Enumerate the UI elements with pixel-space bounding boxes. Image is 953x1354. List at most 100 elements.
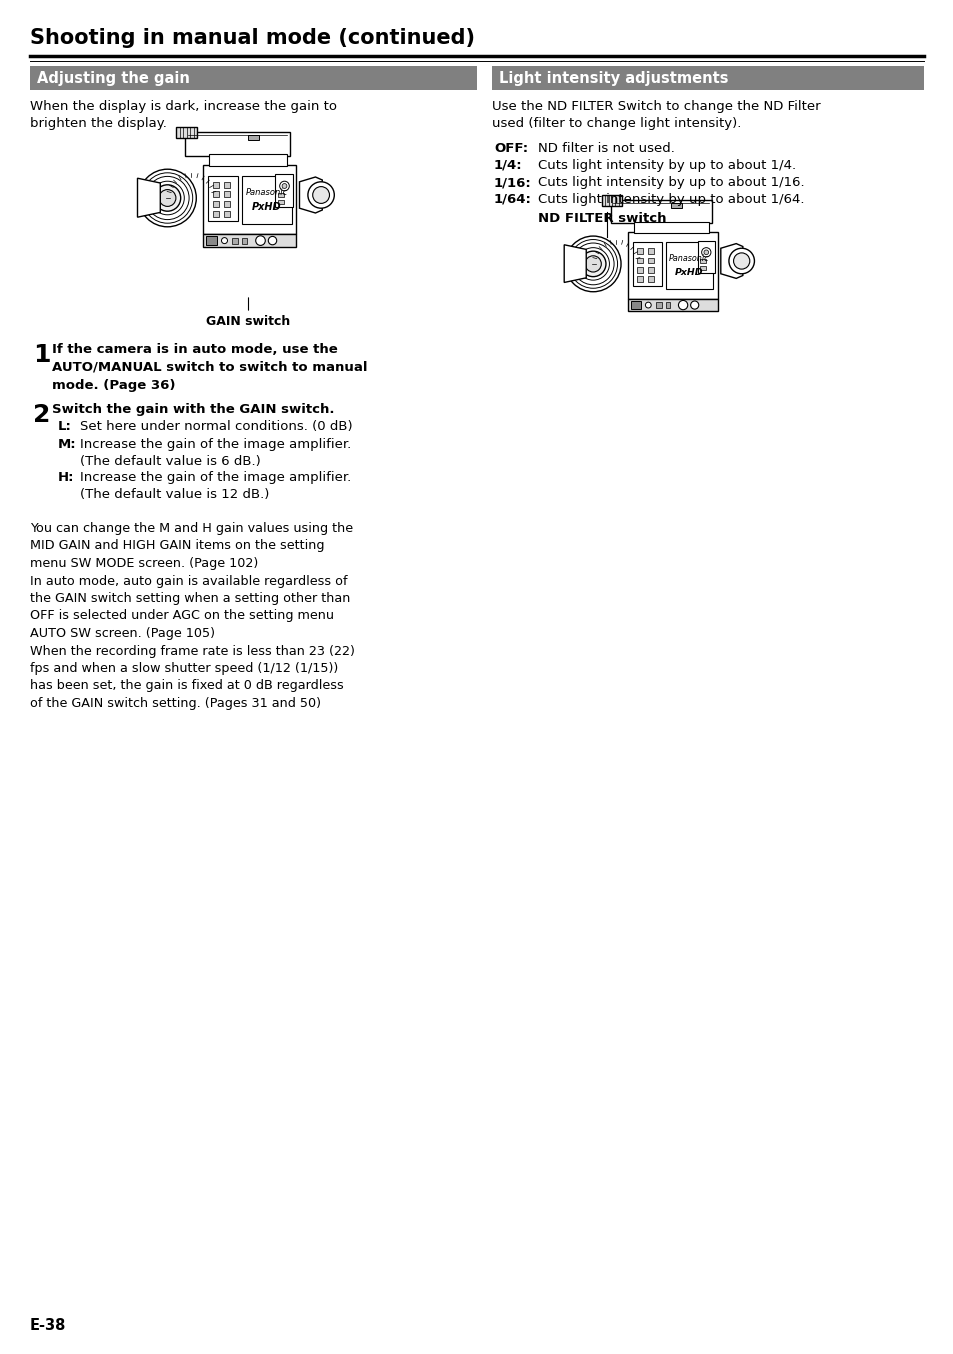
Bar	[213, 191, 219, 198]
Text: Use the ND FILTER Switch to change the ND Filter
used (filter to change light in: Use the ND FILTER Switch to change the N…	[492, 100, 820, 130]
Bar	[601, 195, 621, 206]
Circle shape	[268, 237, 276, 245]
Text: GAIN switch: GAIN switch	[206, 315, 291, 328]
Bar	[637, 267, 642, 272]
Circle shape	[703, 250, 708, 255]
Polygon shape	[137, 179, 160, 217]
Bar	[248, 135, 259, 139]
Text: Cuts light intensity by up to about 1/4.: Cuts light intensity by up to about 1/4.	[537, 158, 796, 172]
Bar	[492, 66, 923, 89]
Circle shape	[678, 301, 687, 310]
Circle shape	[645, 302, 651, 307]
Bar	[242, 176, 292, 223]
Circle shape	[700, 248, 710, 257]
Bar	[213, 200, 219, 207]
Text: E-38: E-38	[30, 1317, 67, 1332]
Circle shape	[142, 173, 193, 223]
Bar	[224, 191, 230, 198]
Text: 1/64:: 1/64:	[494, 194, 532, 206]
Text: Increase the gain of the image amplifier.
(The default value is 6 dB.): Increase the gain of the image amplifier…	[80, 437, 351, 468]
Bar	[655, 302, 661, 307]
Text: 1/16:: 1/16:	[494, 176, 531, 190]
Circle shape	[565, 236, 620, 291]
Circle shape	[690, 301, 698, 309]
Circle shape	[154, 184, 180, 211]
Bar	[697, 241, 714, 272]
Bar	[206, 237, 217, 245]
Text: ND filter is not used.: ND filter is not used.	[537, 142, 674, 154]
Bar	[627, 299, 718, 311]
Bar	[224, 211, 230, 217]
Circle shape	[733, 253, 749, 269]
Circle shape	[282, 184, 287, 188]
Circle shape	[572, 242, 614, 284]
Polygon shape	[563, 245, 586, 283]
Text: Cuts light intensity by up to about 1/16.: Cuts light intensity by up to about 1/16…	[537, 176, 803, 190]
Bar	[275, 175, 294, 207]
Bar	[185, 131, 291, 156]
Bar	[610, 200, 711, 223]
Bar	[224, 200, 230, 207]
Bar	[630, 301, 640, 309]
Bar	[671, 203, 681, 207]
Text: 1: 1	[33, 343, 51, 367]
Text: Set here under normal conditions. (0 dB): Set here under normal conditions. (0 dB)	[80, 420, 353, 433]
Bar	[213, 211, 219, 217]
Text: Adjusting the gain: Adjusting the gain	[37, 72, 190, 87]
Bar	[278, 200, 284, 204]
Text: ND FILTER switch: ND FILTER switch	[537, 213, 666, 225]
Text: You can change the M and H gain values using the
MID GAIN and HIGH GAIN items on: You can change the M and H gain values u…	[30, 523, 355, 709]
Circle shape	[313, 187, 329, 203]
Circle shape	[138, 169, 196, 227]
Bar	[647, 276, 653, 282]
Bar	[665, 242, 713, 288]
Bar	[700, 265, 705, 269]
Circle shape	[577, 248, 609, 280]
Text: 2: 2	[33, 403, 51, 427]
Bar	[647, 267, 653, 272]
Bar	[632, 242, 661, 286]
Text: H:: H:	[58, 471, 74, 483]
Bar	[208, 176, 238, 221]
Text: Panasonic: Panasonic	[668, 255, 709, 263]
Bar	[665, 302, 670, 307]
Bar	[647, 257, 653, 263]
Text: PxHD: PxHD	[675, 268, 703, 278]
Text: If the camera is in auto mode, use the
AUTO/MANUAL switch to switch to manual
mo: If the camera is in auto mode, use the A…	[52, 343, 367, 393]
Bar	[627, 232, 718, 299]
Circle shape	[221, 237, 227, 244]
Text: Increase the gain of the image amplifier.
(The default value is 12 dB.): Increase the gain of the image amplifier…	[80, 471, 351, 501]
Circle shape	[568, 240, 617, 288]
Bar	[242, 237, 247, 244]
Bar	[224, 181, 230, 188]
Bar	[637, 257, 642, 263]
Circle shape	[146, 176, 189, 219]
Text: L:: L:	[58, 420, 71, 433]
Text: When the display is dark, increase the gain to
brighten the display.: When the display is dark, increase the g…	[30, 100, 336, 130]
Text: OFF:: OFF:	[494, 142, 528, 154]
Circle shape	[308, 181, 334, 209]
Bar	[700, 259, 705, 263]
Bar	[203, 234, 296, 248]
Bar	[637, 276, 642, 282]
Text: Shooting in manual mode (continued): Shooting in manual mode (continued)	[30, 28, 475, 47]
Bar	[213, 181, 219, 188]
Bar	[278, 194, 284, 198]
Circle shape	[255, 236, 265, 245]
Circle shape	[159, 190, 175, 206]
Bar	[633, 222, 708, 233]
Bar	[30, 66, 476, 89]
Circle shape	[151, 181, 184, 215]
Text: Panasonic: Panasonic	[246, 188, 288, 198]
Bar	[203, 165, 296, 234]
Bar	[637, 248, 642, 255]
Text: 1/4:: 1/4:	[494, 158, 522, 172]
Circle shape	[579, 250, 605, 276]
Polygon shape	[299, 177, 322, 213]
Text: PxHD: PxHD	[252, 202, 282, 213]
Bar	[176, 127, 197, 138]
Circle shape	[728, 248, 754, 274]
Circle shape	[279, 181, 289, 191]
Text: Light intensity adjustments: Light intensity adjustments	[498, 72, 728, 87]
Polygon shape	[720, 244, 742, 279]
